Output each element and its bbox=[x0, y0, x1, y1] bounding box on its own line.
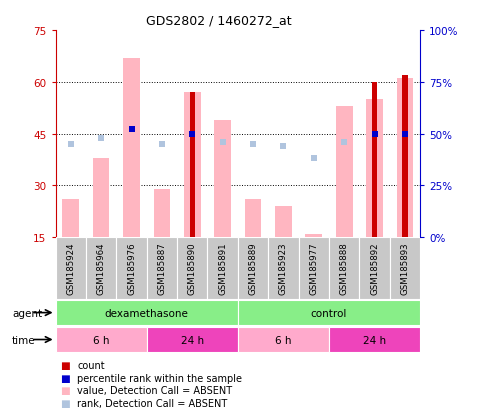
Text: ■: ■ bbox=[60, 373, 70, 383]
Bar bbox=[147, 237, 177, 299]
Bar bbox=[329, 237, 359, 299]
Text: control: control bbox=[311, 308, 347, 318]
Text: ■: ■ bbox=[60, 385, 70, 395]
Bar bbox=[402, 76, 408, 237]
Bar bbox=[359, 237, 390, 299]
Text: time: time bbox=[12, 335, 36, 345]
Bar bbox=[56, 301, 238, 325]
Bar bbox=[208, 237, 238, 299]
Bar bbox=[268, 237, 298, 299]
Bar bbox=[214, 121, 231, 237]
Text: GSM185976: GSM185976 bbox=[127, 242, 136, 295]
Text: GSM185924: GSM185924 bbox=[66, 242, 75, 295]
Text: 6 h: 6 h bbox=[275, 335, 292, 345]
Text: GSM185887: GSM185887 bbox=[157, 242, 167, 295]
Text: GSM185923: GSM185923 bbox=[279, 242, 288, 295]
Text: percentile rank within the sample: percentile rank within the sample bbox=[77, 373, 242, 383]
Text: GSM185891: GSM185891 bbox=[218, 242, 227, 295]
Text: 24 h: 24 h bbox=[363, 335, 386, 345]
Text: rank, Detection Call = ABSENT: rank, Detection Call = ABSENT bbox=[77, 398, 227, 408]
Bar bbox=[93, 158, 110, 237]
Text: GSM185893: GSM185893 bbox=[400, 242, 410, 295]
Bar bbox=[189, 93, 195, 237]
Bar bbox=[177, 237, 208, 299]
Text: GSM185977: GSM185977 bbox=[309, 242, 318, 295]
Bar bbox=[56, 328, 147, 352]
Bar bbox=[123, 59, 140, 237]
Bar bbox=[62, 199, 79, 237]
Bar bbox=[372, 83, 377, 237]
Text: agent: agent bbox=[12, 308, 42, 318]
Text: 6 h: 6 h bbox=[93, 335, 109, 345]
Text: GSM185892: GSM185892 bbox=[370, 242, 379, 295]
Bar bbox=[275, 206, 292, 237]
Text: ■: ■ bbox=[60, 398, 70, 408]
Bar bbox=[238, 237, 268, 299]
Bar bbox=[298, 237, 329, 299]
Text: value, Detection Call = ABSENT: value, Detection Call = ABSENT bbox=[77, 385, 232, 395]
Bar bbox=[147, 328, 238, 352]
Text: GSM185890: GSM185890 bbox=[188, 242, 197, 295]
Bar bbox=[245, 199, 261, 237]
Text: GSM185889: GSM185889 bbox=[249, 242, 257, 295]
Bar bbox=[397, 79, 413, 237]
Text: dexamethasone: dexamethasone bbox=[105, 308, 189, 318]
Bar bbox=[86, 237, 116, 299]
Bar bbox=[238, 301, 420, 325]
Text: ■: ■ bbox=[60, 361, 70, 370]
Bar bbox=[366, 100, 383, 237]
Bar bbox=[336, 107, 353, 237]
Bar bbox=[56, 237, 86, 299]
Bar bbox=[305, 234, 322, 237]
Bar bbox=[116, 237, 147, 299]
Text: count: count bbox=[77, 361, 105, 370]
Bar bbox=[238, 328, 329, 352]
Text: 24 h: 24 h bbox=[181, 335, 204, 345]
Text: GSM185888: GSM185888 bbox=[340, 242, 349, 295]
Bar bbox=[154, 189, 170, 237]
Bar bbox=[390, 237, 420, 299]
Bar bbox=[329, 328, 420, 352]
Bar bbox=[184, 93, 200, 237]
Text: GDS2802 / 1460272_at: GDS2802 / 1460272_at bbox=[146, 14, 291, 27]
Text: GSM185964: GSM185964 bbox=[97, 242, 106, 295]
